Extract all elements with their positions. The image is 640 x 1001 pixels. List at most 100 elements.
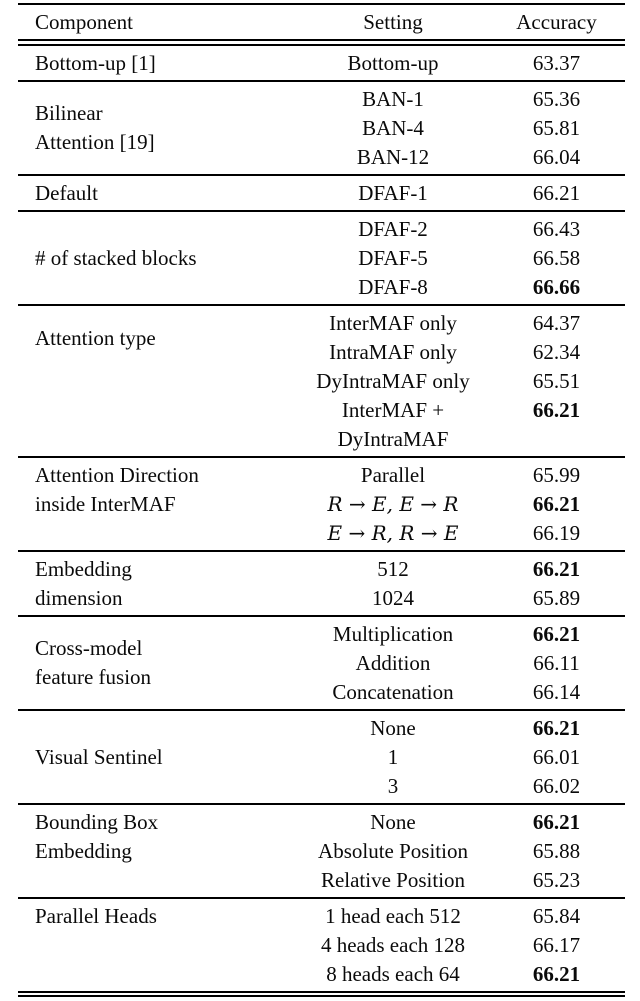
setting-cell: BAN-4 — [298, 114, 488, 143]
component-label: Visual Sentinel — [35, 744, 163, 769]
accuracy-value: 66.58 — [532, 245, 581, 270]
setting-cell: DFAF-1 — [298, 179, 488, 208]
accuracy-value: 65.23 — [532, 867, 581, 892]
component-cell: Bounding Box Embedding — [18, 808, 298, 895]
accuracy-value: 66.66 — [532, 274, 581, 299]
section-rows: None 66.21 1 66.01 3 66.02 — [298, 714, 625, 801]
setting-value: IntraMAF only — [329, 339, 457, 364]
table-row: 3 66.02 — [298, 772, 625, 801]
component-cell: Bottom-up [1] — [18, 49, 298, 78]
table-section: Attention type InterMAF only 64.37 IntraMAF… — [18, 304, 625, 456]
component-cell: Cross-model feature fusion — [18, 620, 298, 707]
setting-value: Concatenation — [332, 679, 454, 704]
table-row: E → R, R → E 66.19 — [298, 519, 625, 548]
component-label: Attention [19] — [35, 130, 155, 154]
component-label: inside InterMAF — [35, 491, 176, 516]
setting-value: E → R, R → E — [327, 520, 459, 545]
section-rows: Multiplication 66.21 Addition 66.11 Concaten… — [298, 620, 625, 707]
ablation-table: Component Setting Accuracy Bottom-up [1] Bot… — [18, 3, 625, 997]
table-row: 1 head each 512 65.84 — [298, 902, 625, 931]
setting-value: DFAF-1 — [358, 180, 428, 205]
table-row: Addition 66.11 — [298, 649, 625, 678]
section-rows: InterMAF only 64.37 IntraMAF only 62.34 DyIn… — [298, 309, 625, 454]
accuracy-value: 66.21 — [532, 809, 581, 834]
section-rows: BAN-1 65.36 BAN-4 65.81 BAN-12 66.04 — [298, 85, 625, 172]
table-row: Absolute Position 65.88 — [298, 837, 625, 866]
component-cell: Attention Direction inside InterMAF — [18, 461, 298, 548]
accuracy-value: 63.37 — [532, 50, 581, 75]
accuracy-value: 66.14 — [532, 679, 581, 704]
setting-cell: DFAF-8 — [298, 273, 488, 302]
setting-cell: DFAF-2 — [298, 215, 488, 244]
section-rows: DFAF-2 66.43 DFAF-5 66.58 DFAF-8 66.66 — [298, 215, 625, 302]
table-row: BAN-1 65.36 — [298, 85, 625, 114]
setting-cell: BAN-12 — [298, 143, 488, 172]
setting-value: Addition — [355, 650, 431, 675]
setting-value: Multiplication — [332, 621, 454, 646]
setting-cell: InterMAF + DyIntraMAF — [298, 396, 488, 454]
component-cell: Attention type — [18, 309, 298, 454]
table-section: Bottom-up [1] Bottom-up 63.37 — [18, 46, 625, 80]
setting-value: Parallel — [360, 462, 426, 487]
setting-cell: 1024 — [298, 584, 488, 613]
setting-cell: Absolute Position — [298, 837, 488, 866]
section-rows: Parallel 65.99 R → E, E → R 66.21 E → R, R →… — [298, 461, 625, 548]
table-section: Visual Sentinel None 66.21 1 66.01 3 66.02 — [18, 709, 625, 803]
table-section: Default DFAF-1 66.21 — [18, 174, 625, 210]
table-row: Relative Position 65.23 — [298, 866, 625, 895]
component-label: Default — [35, 180, 98, 205]
accuracy-value: 66.21 — [532, 715, 581, 740]
component-cell: Parallel Heads — [18, 902, 298, 989]
table-row: 4 heads each 128 66.17 — [298, 931, 625, 960]
component-label: Bottom-up [1] — [35, 50, 156, 75]
setting-cell: 4 heads each 128 — [298, 931, 488, 960]
table-section: Parallel Heads 1 head each 512 65.84 4 head… — [18, 897, 625, 991]
table-row: 1024 65.89 — [298, 584, 625, 613]
table-row: DFAF-5 66.58 — [298, 244, 625, 273]
table-section: # of stacked blocks DFAF-2 66.43 DFAF-5 66.5… — [18, 210, 625, 304]
section-rows: 512 66.21 1024 65.89 — [298, 555, 625, 613]
table-row: IntraMAF only 62.34 — [298, 338, 625, 367]
accuracy-value: 65.88 — [532, 838, 581, 863]
setting-cell: R → E, E → R — [298, 490, 488, 519]
setting-value: 1024 — [372, 585, 414, 610]
component-label: Bilinear — [35, 101, 103, 125]
setting-value: BAN-12 — [356, 144, 430, 169]
component-label: Parallel Heads — [35, 903, 157, 928]
table-section: Bilinear Attention [19] BAN-1 65.36 BAN-4 65.… — [18, 80, 625, 174]
setting-value: 3 — [387, 773, 399, 798]
setting-cell: Bottom-up — [298, 49, 488, 78]
section-rows: None 66.21 Absolute Position 65.88 Relative … — [298, 808, 625, 895]
table-row: 1 66.01 — [298, 743, 625, 772]
table-row: Multiplication 66.21 — [298, 620, 625, 649]
setting-value: InterMAF only — [329, 310, 457, 335]
setting-cell: InterMAF only — [298, 309, 488, 338]
table-row: InterMAF only 64.37 — [298, 309, 625, 338]
setting-value: DyIntraMAF — [337, 426, 449, 451]
table-row: DFAF-2 66.43 — [298, 215, 625, 244]
table-row: None 66.21 — [298, 714, 625, 743]
accuracy-value: 66.21 — [532, 621, 581, 646]
setting-value: 4 heads each 128 — [320, 932, 466, 957]
table-section: Embedding dimension 512 66.21 1024 65.89 — [18, 550, 625, 615]
table-section: Attention Direction inside InterMAF Parall… — [18, 456, 625, 550]
component-label: Attention type — [35, 325, 156, 350]
component-label: Embedding — [35, 838, 132, 863]
component-cell: # of stacked blocks — [18, 215, 298, 302]
component-label: feature fusion — [35, 665, 152, 689]
setting-cell: None — [298, 808, 488, 837]
setting-value: InterMAF + — [341, 397, 445, 422]
setting-cell: IntraMAF only — [298, 338, 488, 367]
setting-value: R → E, E → R — [327, 491, 459, 516]
setting-cell: Addition — [298, 649, 488, 678]
setting-cell: Concatenation — [298, 678, 488, 707]
setting-cell: Parallel — [298, 461, 488, 490]
table-row: BAN-12 66.04 — [298, 143, 625, 172]
accuracy-value: 66.11 — [533, 650, 580, 675]
component-label: Bounding Box — [35, 809, 159, 834]
setting-value: DFAF-2 — [358, 216, 428, 241]
component-cell: Bilinear Attention [19] — [18, 85, 298, 172]
accuracy-value: 65.51 — [532, 368, 581, 393]
setting-value: 1 head each 512 — [325, 903, 461, 928]
